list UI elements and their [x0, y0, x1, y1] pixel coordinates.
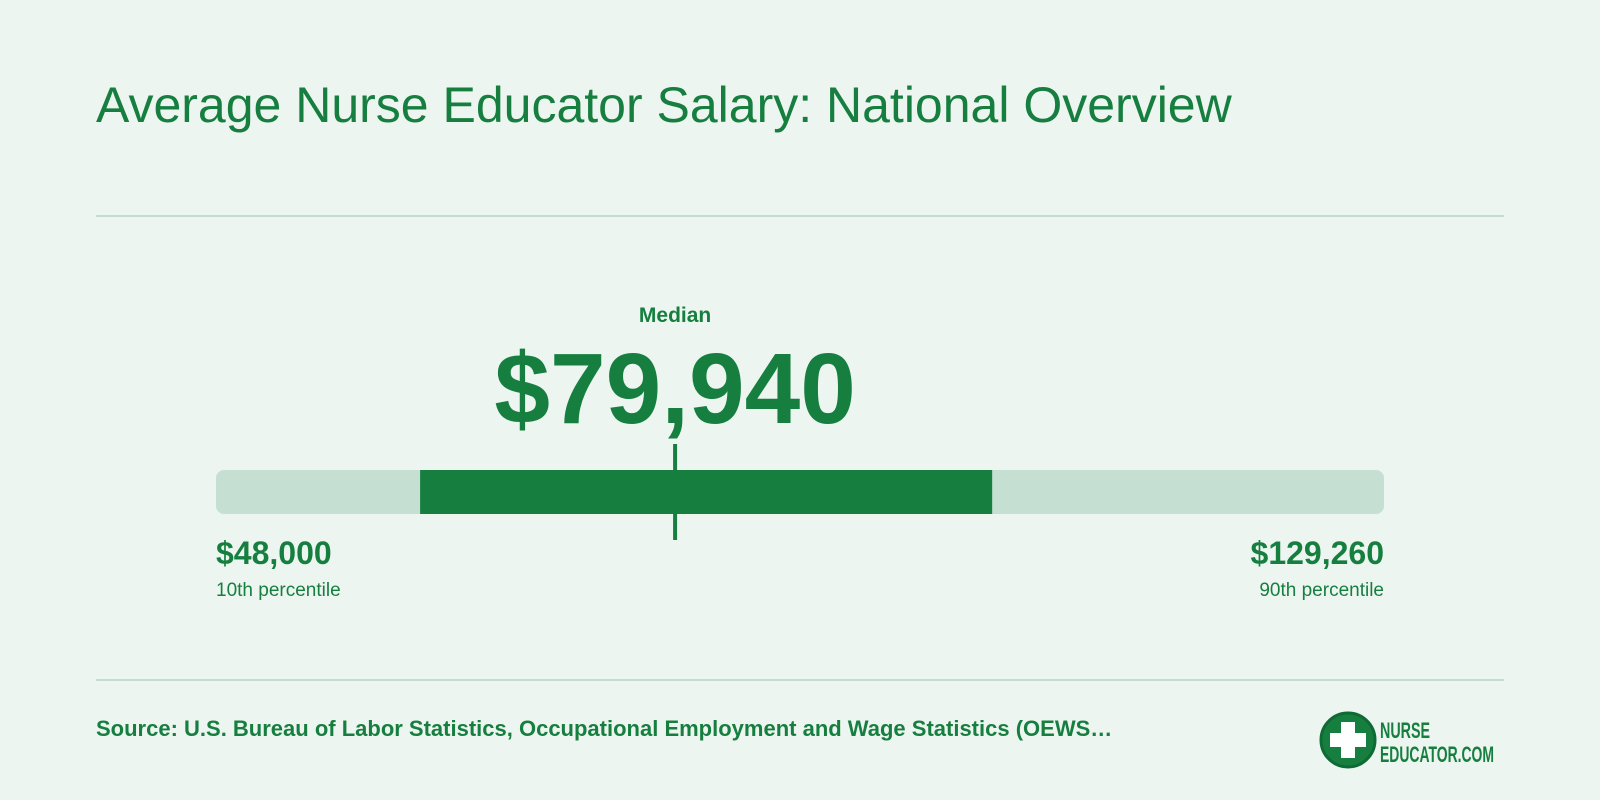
- high-value: $129,260: [1251, 535, 1384, 571]
- range-band: [420, 470, 993, 514]
- low-label: 10th percentile: [216, 580, 341, 601]
- chart-title: Average Nurse Educator Salary: National …: [96, 77, 1233, 133]
- median-label: Median: [639, 304, 711, 327]
- source-note: Source: U.S. Bureau of Labor Statistics,…: [96, 716, 1112, 741]
- high-label: 90th percentile: [1259, 580, 1384, 601]
- logo-text: EDUCATOR.COM: [1380, 742, 1494, 767]
- logo-text: NURSE: [1380, 718, 1430, 743]
- logo: NURSE EDUCATOR.COM: [1319, 711, 1494, 769]
- low-value: $48,000: [216, 535, 332, 571]
- median-value: $79,940: [494, 333, 855, 445]
- logo-cross: [1330, 722, 1366, 758]
